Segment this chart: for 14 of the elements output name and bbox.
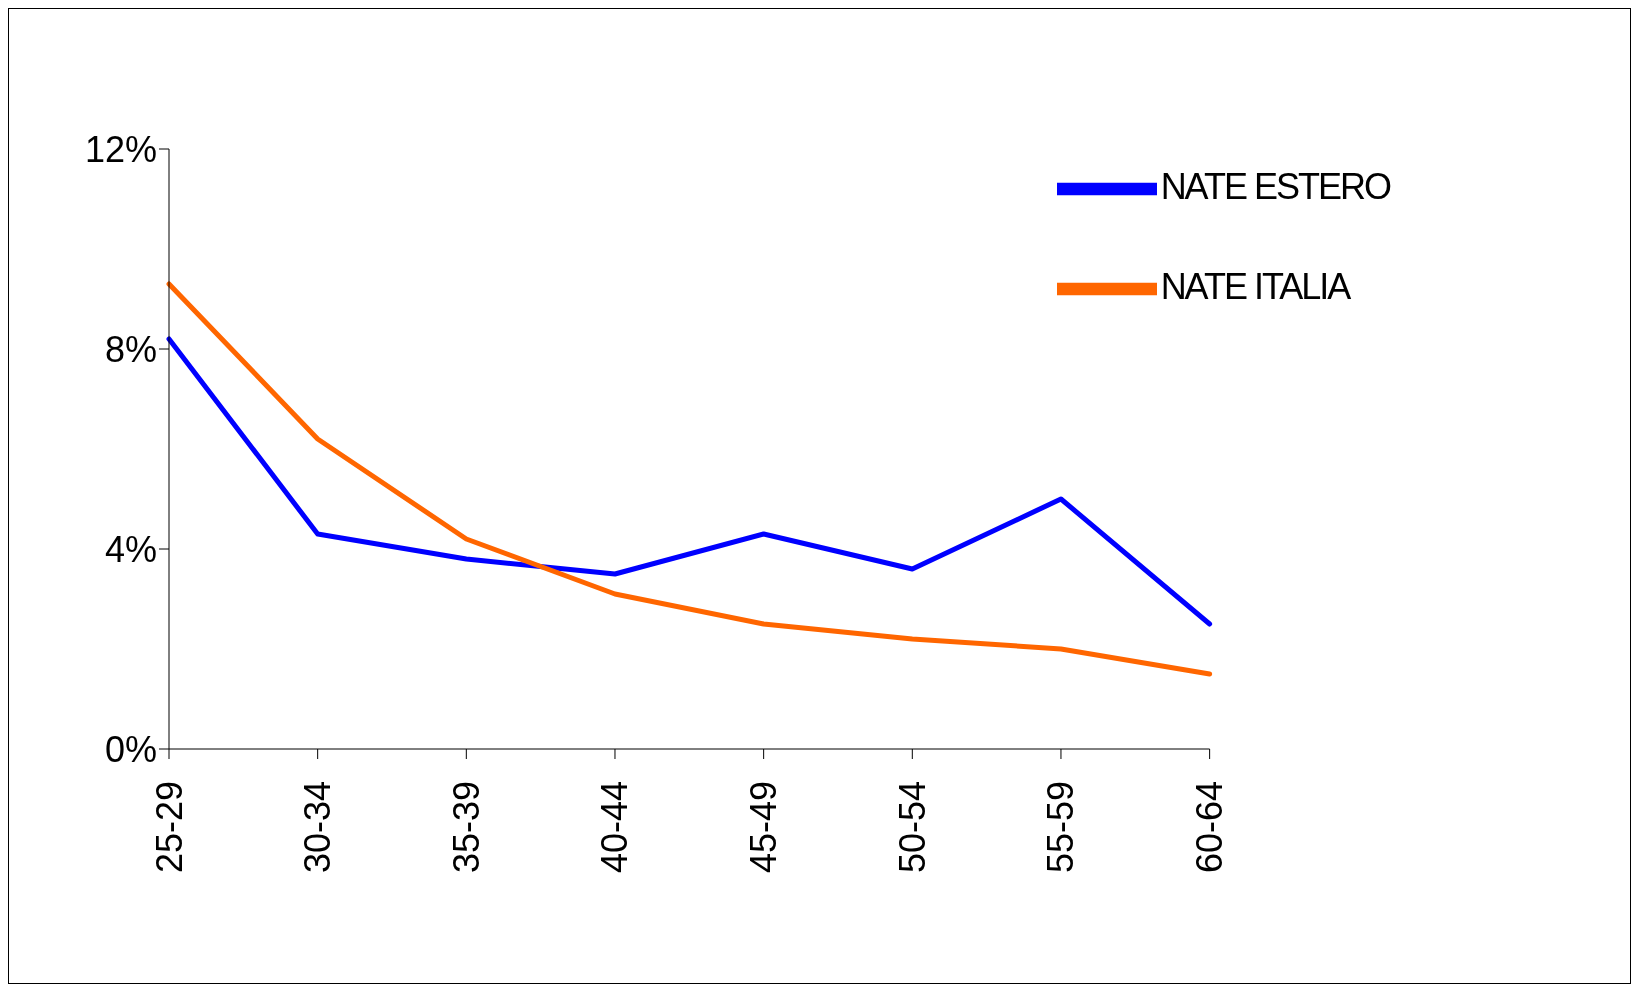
x-tick-label: 30-34 [297,781,339,874]
x-tick-label: 50-54 [891,781,933,874]
x-tick-label: 25-29 [148,781,190,874]
x-tick-label: 40-44 [594,781,636,874]
legend-label: NATE ITALIA [1160,265,1350,307]
y-tick-label: 0% [104,728,157,770]
x-tick-label: 45-49 [743,781,785,874]
y-tick-label: 12% [84,128,157,170]
y-tick-label: 4% [104,528,157,570]
x-tick-label: 35-39 [445,781,487,874]
x-tick-label: 55-59 [1040,781,1082,874]
legend-label: NATE ESTERO [1160,165,1390,207]
y-tick-label: 8% [104,328,157,370]
x-tick-label: 60-64 [1189,781,1231,874]
